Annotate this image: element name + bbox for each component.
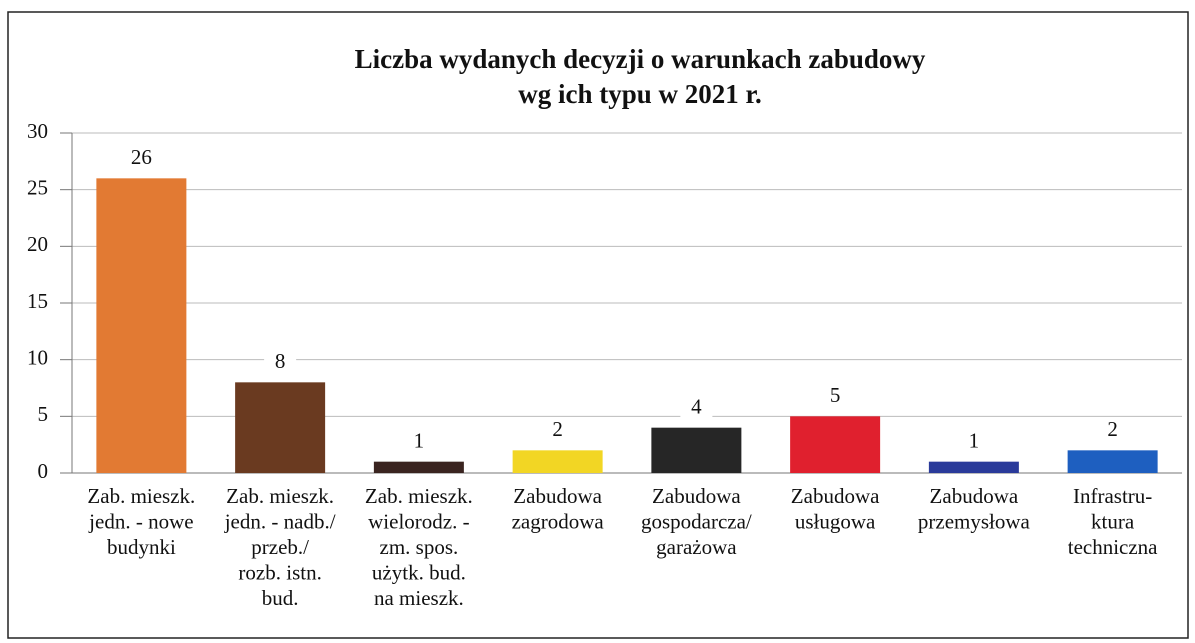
bar bbox=[1067, 450, 1158, 473]
x-tick-label: Zab. mieszk. bbox=[365, 484, 473, 508]
x-tick-label: przeb./ bbox=[251, 535, 309, 559]
chart-title: wg ich typu w 2021 r. bbox=[518, 79, 762, 109]
x-tick-label: bud. bbox=[262, 586, 299, 610]
x-tick-label: ktura bbox=[1091, 509, 1135, 533]
x-tick-label: Zabudowa bbox=[930, 484, 1019, 508]
value-label-bg bbox=[125, 146, 158, 171]
bar bbox=[790, 416, 881, 473]
bar bbox=[373, 461, 464, 473]
bar bbox=[235, 382, 326, 473]
value-label: 26 bbox=[131, 145, 152, 169]
value-label: 2 bbox=[1107, 417, 1118, 441]
value-label: 4 bbox=[691, 394, 702, 418]
x-tick-label: gospodarcza/ bbox=[641, 509, 752, 533]
y-tick-label: 25 bbox=[27, 175, 48, 199]
y-tick-label: 15 bbox=[27, 289, 48, 313]
x-tick-label: Zabudowa bbox=[513, 484, 602, 508]
y-tick-label: 5 bbox=[38, 402, 49, 426]
value-label-bg bbox=[402, 429, 435, 454]
value-label: 5 bbox=[830, 383, 841, 407]
value-label: 1 bbox=[969, 428, 980, 452]
bar bbox=[651, 427, 742, 473]
x-tick-label: użytk. bud. bbox=[372, 560, 466, 584]
x-tick-label: na mieszk. bbox=[374, 586, 464, 610]
value-label: 2 bbox=[552, 417, 563, 441]
value-label-bg bbox=[680, 395, 713, 420]
value-label-bg bbox=[264, 350, 297, 375]
bar bbox=[512, 450, 603, 473]
y-tick-label: 0 bbox=[38, 459, 49, 483]
y-tick-label: 20 bbox=[27, 232, 48, 256]
x-tick-label: garażowa bbox=[656, 535, 737, 559]
x-tick-label: Zabudowa bbox=[791, 484, 880, 508]
x-tick-label: Zab. mieszk. bbox=[87, 484, 195, 508]
x-tick-label: Zabudowa bbox=[652, 484, 741, 508]
x-tick-label: jedn. - nadb./ bbox=[224, 509, 336, 533]
x-tick-label: zagrodowa bbox=[512, 509, 605, 533]
y-tick-label: 10 bbox=[27, 345, 48, 369]
bar bbox=[928, 461, 1019, 473]
x-tick-label: budynki bbox=[107, 535, 176, 559]
frame bbox=[7, 11, 1189, 639]
bar bbox=[96, 178, 187, 474]
x-tick-label: Infrastru- bbox=[1073, 484, 1152, 508]
x-tick-label: usługowa bbox=[795, 509, 876, 533]
x-tick-label: jedn. - nowe bbox=[88, 509, 193, 533]
value-label: 8 bbox=[275, 349, 286, 373]
y-tick-label: 30 bbox=[27, 119, 48, 143]
x-tick-label: przemysłowa bbox=[918, 509, 1031, 533]
value-label-bg bbox=[957, 429, 990, 454]
chart-title: Liczba wydanych decyzji o warunkach zabu… bbox=[355, 44, 926, 74]
x-tick-label: zm. spos. bbox=[380, 535, 459, 559]
value-label-bg bbox=[1096, 418, 1129, 443]
value-label-bg bbox=[819, 384, 852, 409]
value-label-bg bbox=[541, 418, 574, 443]
value-label: 1 bbox=[414, 428, 425, 452]
x-tick-label: Zab. mieszk. bbox=[226, 484, 334, 508]
x-tick-label: wielorodz. - bbox=[368, 509, 469, 533]
x-tick-label: rozb. istn. bbox=[238, 560, 321, 584]
x-tick-label: techniczna bbox=[1068, 535, 1158, 559]
